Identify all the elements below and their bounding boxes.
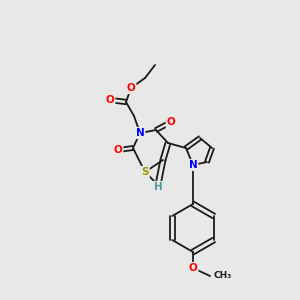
Text: O: O: [189, 263, 197, 273]
Text: CH₃: CH₃: [214, 272, 232, 280]
Text: O: O: [127, 83, 135, 93]
Text: O: O: [106, 95, 114, 105]
Text: O: O: [167, 117, 176, 127]
Text: N: N: [136, 128, 144, 138]
Text: H: H: [154, 182, 162, 192]
Text: O: O: [114, 145, 122, 155]
Text: S: S: [141, 167, 149, 177]
Text: N: N: [189, 160, 197, 170]
